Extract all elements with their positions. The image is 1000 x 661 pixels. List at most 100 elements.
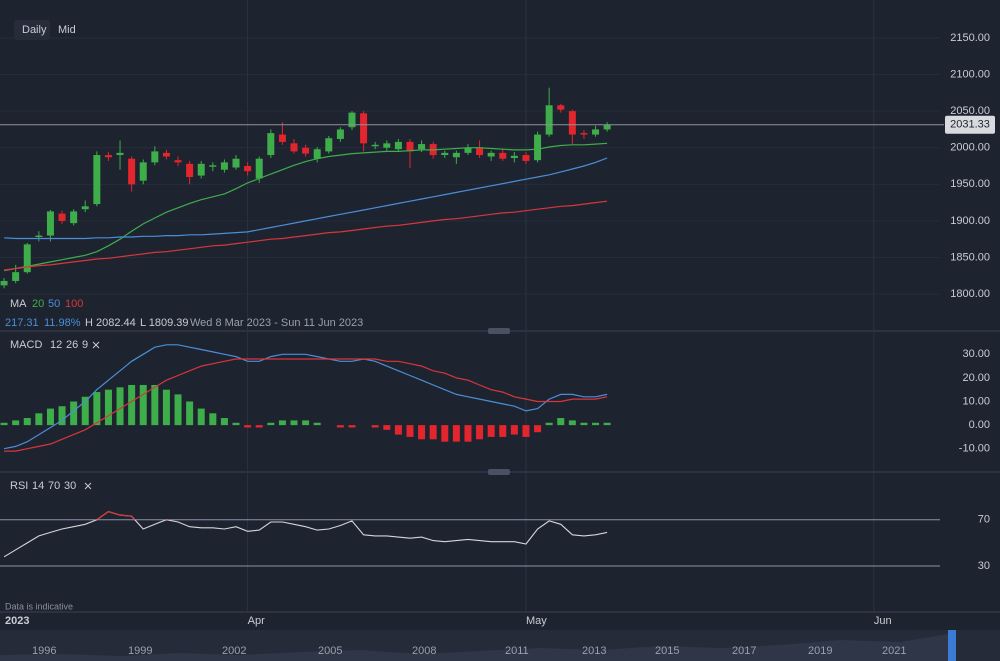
navigator-year: 2019 (808, 645, 832, 657)
candle-body (406, 141, 414, 152)
close-icon[interactable] (92, 341, 100, 349)
macd-histogram-bar (290, 420, 298, 426)
macd-histogram-bar (394, 425, 402, 435)
macd-histogram-bar (12, 420, 20, 426)
macd-histogram-bar (336, 425, 344, 428)
candle-body (116, 152, 124, 156)
y-tick-label: 1850.00 (950, 251, 990, 263)
legend-item: 70 (48, 480, 60, 492)
navigator-year: 2008 (412, 645, 436, 657)
macd-histogram-bar (151, 384, 159, 426)
macd-histogram-bar (522, 425, 530, 437)
legend-item: 14 (32, 480, 44, 492)
legend-item: 12 (50, 339, 62, 351)
macd-histogram-bar (46, 408, 54, 426)
macd-histogram-bar (487, 425, 495, 437)
daily-button[interactable] (14, 20, 50, 40)
candle-body (255, 158, 263, 179)
candle-body (93, 155, 101, 205)
candle-body (0, 280, 8, 286)
candle-body (220, 162, 228, 170)
y-tick-label: 10.00 (962, 395, 990, 407)
stat: Wed 8 Mar 2023 - Sun 11 Jun 2023 (190, 317, 363, 329)
candle-body (58, 213, 66, 221)
legend-item: 20 (32, 298, 44, 310)
candle-body (487, 152, 495, 157)
candle-body (418, 144, 426, 150)
navigator-year: 2011 (505, 645, 529, 657)
y-tick-label: 2050.00 (950, 105, 990, 117)
candle-body (174, 160, 182, 163)
macd-histogram-bar (406, 425, 414, 437)
y-tick-label: 2100.00 (950, 68, 990, 80)
macd-histogram-bar (603, 422, 611, 426)
navigator-year: 2013 (582, 645, 606, 657)
macd-histogram-bar (197, 408, 205, 426)
macd-histogram-bar (371, 425, 379, 428)
legend-item: RSI (10, 480, 28, 492)
candle-body (452, 152, 460, 158)
stat: L 1809.39 (140, 317, 189, 329)
y-tick-label: 1900.00 (950, 215, 990, 227)
candle-body (70, 211, 78, 224)
macd-histogram-bar (302, 420, 310, 426)
candle-body (522, 155, 530, 161)
macd-histogram-bar (568, 420, 576, 426)
candle-body (313, 149, 321, 159)
toolbar-daily[interactable]: Daily (22, 24, 47, 36)
legend-item: 100 (65, 298, 83, 310)
candle-body (151, 151, 159, 163)
candle-body (394, 141, 402, 150)
divider-handle[interactable] (488, 469, 510, 475)
signal-line (4, 358, 608, 452)
macd-histogram-bar (244, 425, 252, 428)
candle-body (360, 113, 368, 144)
candle-body (104, 155, 112, 158)
candle-body (557, 105, 565, 110)
navigator-area (0, 634, 948, 661)
y-tick-label: 0.00 (969, 419, 990, 431)
toolbar-mid[interactable]: Mid (58, 24, 76, 36)
legend-item: MACD (10, 339, 42, 351)
y-tick-label: 1950.00 (950, 178, 990, 190)
navigator-year: 2015 (655, 645, 679, 657)
macd-histogram-bar (174, 394, 182, 426)
y-tick-label: 2150.00 (950, 32, 990, 44)
navigator-year: 1999 (128, 645, 152, 657)
macd-histogram-bar (35, 413, 43, 426)
candle-body (162, 152, 170, 157)
macd-histogram-bar (70, 401, 78, 426)
macd-histogram-bar (476, 425, 484, 440)
macd-histogram-bar (452, 425, 460, 442)
macd-histogram-bar (220, 418, 228, 426)
last-price-label: 2031.33 (950, 119, 990, 131)
candle-body (348, 112, 356, 128)
macd-histogram-bar (592, 422, 600, 426)
close-icon[interactable] (84, 482, 92, 490)
macd-histogram-bar (313, 422, 321, 426)
macd-histogram-bar (441, 425, 449, 442)
candle-body (209, 165, 217, 167)
candle-body (383, 143, 391, 148)
y-tick-label: 30.00 (962, 348, 990, 360)
macd-line (3, 344, 608, 450)
candle-body (232, 158, 240, 168)
navigator-year: 2002 (222, 645, 246, 657)
candle-body (568, 111, 576, 135)
macd-histogram-bar (0, 422, 8, 426)
macd-histogram-bar (23, 418, 31, 426)
navigator-handle[interactable] (948, 630, 956, 661)
candle-body (464, 147, 472, 153)
macd-histogram-bar (162, 389, 170, 426)
macd-histogram-bar (348, 425, 356, 428)
divider-handle[interactable] (488, 328, 510, 334)
y-tick-label: 1800.00 (950, 288, 990, 300)
macd-histogram-bar (58, 406, 66, 426)
candle-body (186, 163, 194, 178)
legend-item: MA (10, 298, 27, 310)
macd-histogram-bar (383, 425, 391, 430)
moving-average (4, 157, 608, 240)
navigator-year: 2021 (882, 645, 906, 657)
macd-histogram-bar (464, 425, 472, 442)
stat: 11.98% (44, 317, 81, 329)
